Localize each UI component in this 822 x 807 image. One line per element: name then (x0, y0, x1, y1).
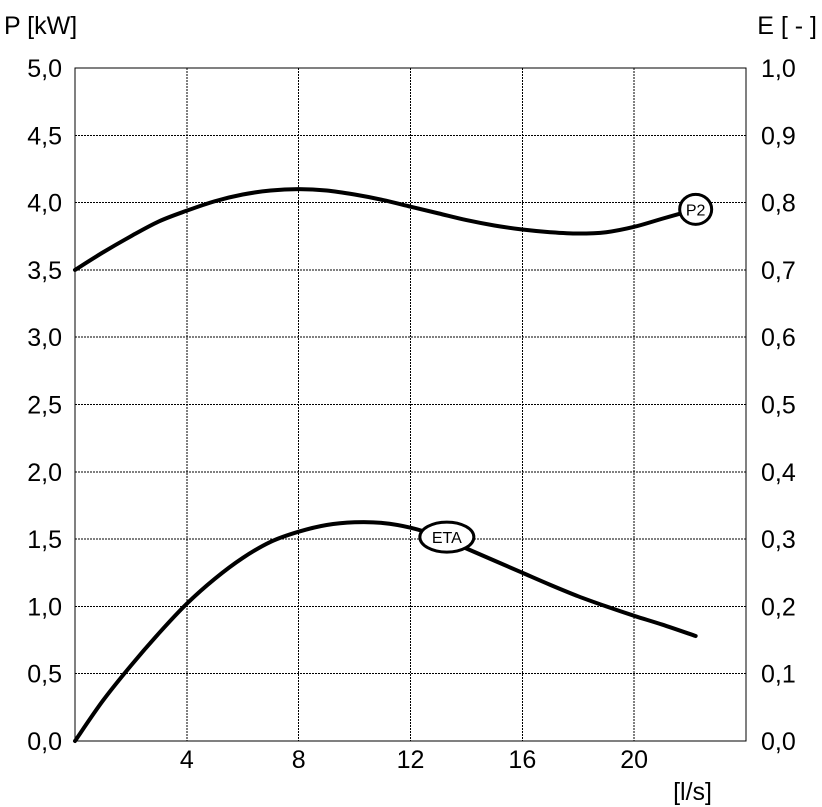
x-axis-label: [l/s] (673, 778, 712, 806)
y-left-tick-label: 3,0 (27, 324, 62, 352)
y-right-tick-label: 0,2 (761, 593, 796, 621)
y-left-tick-label: 0,0 (27, 728, 62, 756)
y-left-tick-label: 1,5 (27, 526, 62, 554)
series-point-eta (605, 605, 608, 608)
series-point-eta (577, 595, 580, 598)
y-right-tick-label: 1,0 (761, 55, 796, 83)
series-point-p2 (269, 189, 272, 192)
series-point-p2 (325, 189, 328, 192)
series-point-p2 (577, 232, 580, 235)
series-point-eta (549, 584, 552, 586)
y-right-tick-label: 0,9 (761, 122, 796, 150)
series-point-p2 (158, 220, 160, 223)
grid-lines (75, 68, 746, 741)
tick-labels: 0,0 0,5 1,0 1,5 2,0 2,5 3,0 3,5 4,0 4,5 5,0 0,0 0,1 0… (27, 55, 796, 774)
y-left-tick-label: 4,0 (27, 190, 62, 218)
series-marker-p2 (678, 192, 714, 226)
series-point-p2 (633, 226, 635, 228)
series-point-eta (186, 602, 188, 605)
series-line-eta (73, 520, 698, 743)
y-left-tick-label: 2,5 (27, 392, 62, 420)
y-left-tick-label: 0,5 (27, 661, 62, 689)
series-line-p2 (73, 187, 698, 272)
series-point-eta (633, 615, 635, 617)
y-right-tick-label: 0,3 (761, 526, 796, 554)
y-left-tick-label: 5,0 (27, 55, 62, 83)
series-point-p2 (409, 205, 412, 208)
series-point-p2 (130, 235, 132, 238)
series-point-eta (353, 521, 356, 524)
series-point-eta (493, 559, 496, 562)
series-label-p2: P2 (686, 202, 706, 219)
x-tick-label: 4 (180, 746, 194, 774)
y-left-tick-label: 4,5 (27, 122, 62, 150)
series-point-eta (661, 623, 663, 626)
series-point-p2 (437, 212, 440, 215)
series-point-p2 (381, 199, 384, 201)
series-point-eta (158, 632, 160, 635)
series-marker-eta (418, 520, 476, 554)
y-left-tick-label: 2,0 (27, 459, 62, 487)
y-right-tick-label: 0,7 (761, 257, 796, 285)
y-right-tick-label: 0,0 (761, 728, 796, 756)
x-tick-label: 8 (292, 746, 306, 774)
y-right-axis-label: E [ - ] (757, 12, 817, 40)
series-point-eta (297, 530, 300, 533)
series-point-p2 (186, 209, 188, 212)
series-point-eta (74, 740, 76, 742)
series-point-p2 (605, 231, 608, 234)
series-point-p2 (493, 224, 496, 227)
y-right-tick-label: 0,6 (761, 324, 796, 352)
y-left-axis-label: P [kW] (4, 12, 77, 40)
y-right-tick-label: 0,1 (761, 661, 796, 689)
series-point-eta (521, 571, 524, 574)
series-point-p2 (74, 269, 76, 271)
series-point-eta (241, 557, 244, 559)
series-label-eta: ETA (432, 530, 462, 547)
series-point-p2 (353, 193, 356, 196)
plot-frame (74, 67, 747, 742)
series-point-p2 (661, 217, 663, 220)
series-point-p2 (297, 188, 300, 190)
series-markers: P2 ETA (418, 192, 714, 554)
series-point-eta (213, 578, 216, 580)
series-point-eta (102, 699, 104, 702)
series-point-eta (409, 526, 412, 529)
series-lines (73, 187, 698, 743)
y-right-tick-label: 0,4 (761, 459, 796, 487)
y-left-tick-label: 3,5 (27, 257, 62, 285)
x-tick-label: 20 (620, 746, 648, 774)
series-point-p2 (549, 231, 552, 234)
series-point-p2 (521, 228, 524, 231)
y-left-tick-label: 1,0 (27, 593, 62, 621)
series-point-eta (269, 540, 272, 543)
series-point-p2 (102, 251, 104, 254)
y-right-tick-label: 0,8 (761, 190, 796, 218)
series-point-p2 (241, 193, 244, 196)
series-point-eta (694, 635, 697, 637)
x-tick-label: 12 (397, 746, 425, 774)
y-right-tick-label: 0,5 (761, 392, 796, 420)
series-point-eta (325, 524, 328, 526)
series-point-p2 (213, 200, 216, 203)
series-point-eta (130, 664, 132, 667)
x-tick-label: 16 (508, 746, 536, 774)
series-point-p2 (465, 219, 468, 221)
series-point-eta (381, 522, 384, 524)
